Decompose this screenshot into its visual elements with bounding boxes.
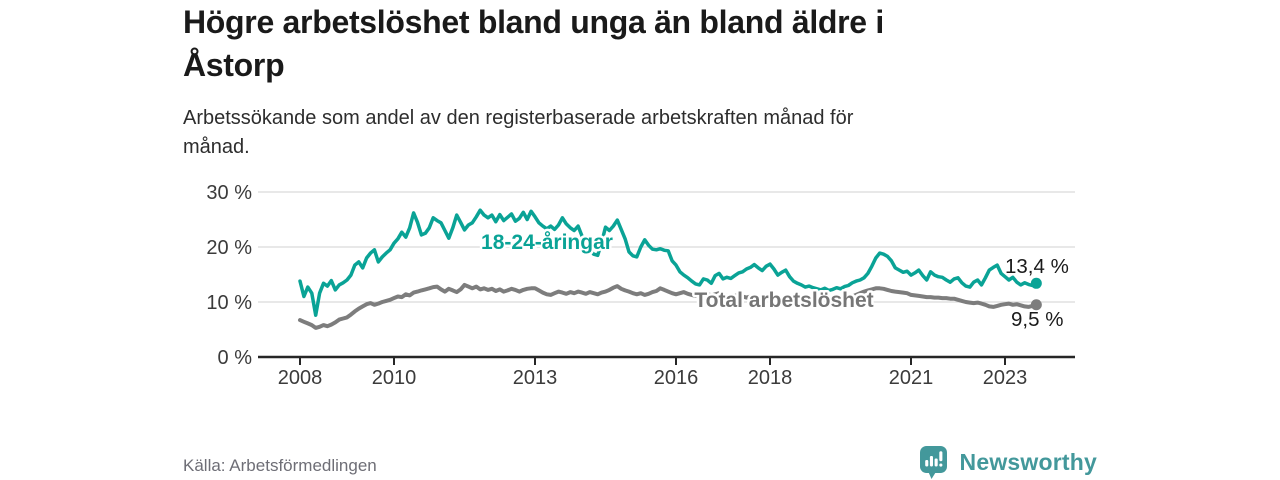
chart-subtitle: Arbetssökande som andel av den registerb… (183, 107, 854, 158)
y-axis-tick-label: 0 % (218, 347, 253, 369)
x-axis-tick-label: 2023 (983, 367, 1028, 389)
source-note: Källa: Arbetsförmedlingen (183, 456, 377, 475)
y-axis-tick-label: 30 % (206, 182, 252, 204)
x-axis-tick-label: 2010 (372, 367, 417, 389)
end-value-label-youth: 13,4 % (1005, 255, 1069, 278)
x-axis-tick-label: 2008 (278, 367, 323, 389)
x-axis-tick-label: 2018 (748, 367, 793, 389)
series-label-total: Total arbetslöshet (694, 289, 873, 312)
series-line-youth (298, 208, 1039, 317)
end-dot-youth (1030, 277, 1042, 289)
newsworthy-bar-chart-bubble-icon (919, 445, 947, 479)
chart-title: Högre arbetslöshet bland unga än bland ä… (183, 4, 884, 83)
brand-name: Newsworthy (959, 448, 1097, 475)
series-line-total (298, 282, 1039, 330)
y-axis-tick-label: 10 % (206, 292, 252, 314)
end-value-label-total: 9,5 % (1011, 308, 1063, 331)
end-dot-total (1030, 299, 1042, 311)
series-label-youth: 18-24-åringar (481, 231, 613, 254)
x-axis-tick-label: 2021 (889, 367, 934, 389)
y-axis-tick-label: 20 % (206, 237, 252, 259)
newsworthy-logo: Newsworthy (919, 444, 1097, 480)
x-axis-tick-label: 2013 (513, 367, 558, 389)
x-axis-tick-label: 2016 (654, 367, 699, 389)
